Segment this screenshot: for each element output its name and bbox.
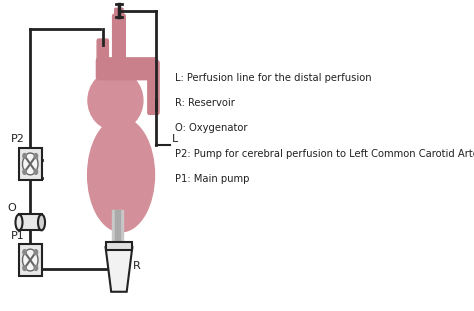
Circle shape	[34, 250, 37, 255]
Text: P2: P2	[11, 134, 25, 144]
Circle shape	[23, 250, 27, 255]
Ellipse shape	[38, 215, 45, 230]
Bar	[19, 215, 42, 230]
Bar	[106, 242, 132, 250]
Polygon shape	[112, 210, 123, 274]
Ellipse shape	[88, 71, 143, 130]
Circle shape	[34, 266, 37, 271]
Circle shape	[22, 249, 38, 271]
Circle shape	[23, 266, 27, 271]
Ellipse shape	[88, 118, 155, 232]
Bar	[19, 244, 42, 276]
Text: O: O	[7, 203, 16, 213]
Text: R: Reservoir: R: Reservoir	[175, 98, 235, 108]
Circle shape	[34, 169, 37, 174]
Bar	[19, 148, 42, 180]
Text: P1: Main pump: P1: Main pump	[175, 174, 249, 184]
FancyBboxPatch shape	[97, 39, 109, 75]
Polygon shape	[116, 210, 119, 274]
FancyBboxPatch shape	[148, 61, 159, 114]
FancyBboxPatch shape	[96, 58, 157, 80]
Text: L: Perfusion line for the distal perfusion: L: Perfusion line for the distal perfusi…	[175, 73, 372, 83]
Ellipse shape	[16, 215, 22, 230]
Circle shape	[34, 154, 37, 159]
Circle shape	[22, 153, 38, 175]
Circle shape	[23, 169, 27, 174]
Text: P1: P1	[11, 231, 25, 241]
Text: P2: Pump for cerebral perfusion to Left Common Carotid Artery: P2: Pump for cerebral perfusion to Left …	[175, 149, 474, 159]
Circle shape	[23, 154, 27, 159]
Text: O: Oxygenator: O: Oxygenator	[175, 123, 247, 133]
FancyBboxPatch shape	[113, 14, 125, 76]
Text: L: L	[172, 134, 178, 144]
FancyBboxPatch shape	[115, 8, 123, 28]
Polygon shape	[106, 247, 132, 292]
Text: R: R	[133, 261, 141, 271]
